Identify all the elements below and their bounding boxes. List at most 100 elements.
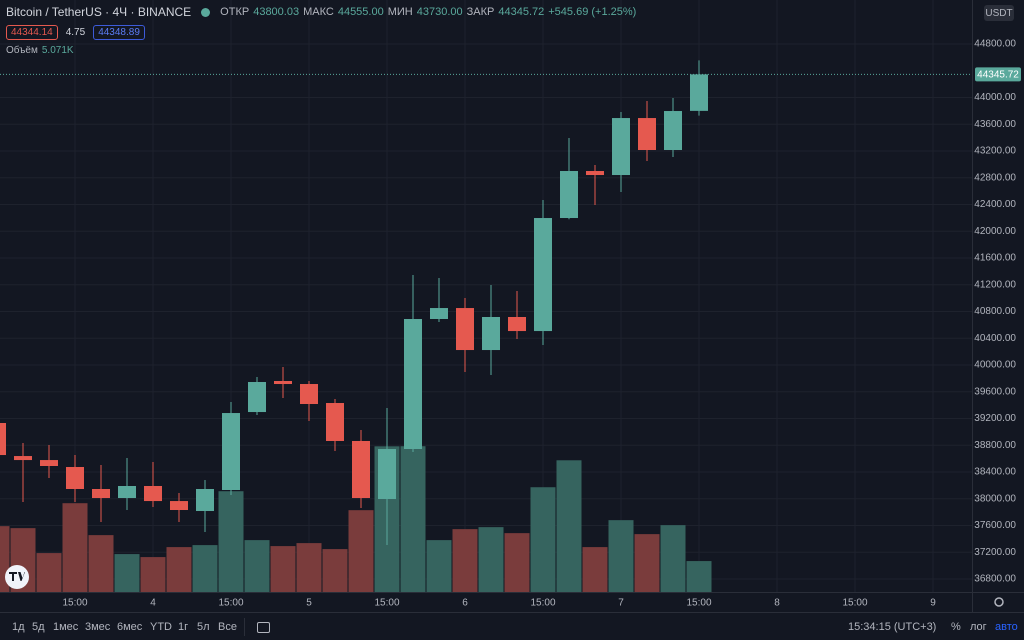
candle-body: [14, 456, 32, 461]
y-tick-label: 38000.00: [974, 493, 1016, 504]
volume-bar: [114, 554, 140, 592]
volume-bar: [556, 460, 582, 592]
y-tick-label: 40000.00: [974, 360, 1016, 371]
status-dot: [201, 7, 211, 17]
range-button[interactable]: 3мес: [85, 621, 111, 633]
overlay: 36800.00 37200.00 37600.00 38000.00 38400.00…: [0, 39, 1021, 609]
currency-box[interactable]: [984, 5, 1014, 21]
candle-body: [404, 319, 422, 450]
y-tick-label: 41200.00: [974, 279, 1016, 290]
auto-toggle[interactable]: авто: [995, 621, 1018, 633]
candle-body: [66, 467, 84, 490]
ask[interactable]: 44348.89: [93, 25, 145, 40]
x-tick-label: 15:00: [686, 598, 711, 609]
y-tick-label: 37200.00: [974, 547, 1016, 558]
x-tick-label: 15:00: [374, 598, 399, 609]
volume-bar: [166, 547, 192, 592]
last-price-label: 44345.72: [977, 70, 1019, 81]
ohlc-label: ЗАКР: [466, 6, 495, 18]
candle-body: [638, 118, 656, 151]
candle-body: [612, 118, 630, 176]
ohlc-label: МАКС: [303, 6, 334, 18]
range-button[interactable]: 1г: [178, 621, 189, 633]
ohlc-value: 44345.72: [498, 6, 545, 18]
candle-body: [92, 489, 110, 499]
y-tick-label: 40400.00: [974, 333, 1016, 344]
candle-body: [508, 316, 526, 332]
volume-bar: [452, 529, 478, 592]
x-tick-label: 15:00: [530, 598, 555, 609]
candle-body: [248, 382, 266, 413]
volume-bar: [192, 545, 218, 592]
range-button[interactable]: Все: [218, 621, 237, 633]
y-tick-label: 42400.00: [974, 199, 1016, 210]
volume-bar: [244, 540, 270, 592]
x-tick-label: 15:00: [62, 598, 87, 609]
volume-label: Объём: [6, 45, 38, 56]
candle-body: [0, 423, 6, 456]
candle-body: [456, 308, 474, 351]
y-tick-label: 44000.00: [974, 92, 1016, 103]
range-button[interactable]: 1д: [12, 621, 25, 633]
currency[interactable]: USDT: [985, 8, 1012, 19]
volume-bar: [530, 487, 556, 592]
bid[interactable]: 44344.14: [6, 25, 58, 40]
volume-bar: [140, 557, 166, 592]
candle-body: [430, 308, 448, 320]
y-tick-label: 42000.00: [974, 226, 1016, 237]
range-button[interactable]: 1мес: [53, 621, 79, 633]
volume-value: 5.071K: [41, 45, 74, 56]
range-button[interactable]: YTD: [150, 621, 172, 633]
x-tick-label: 15:00: [842, 598, 867, 609]
y-tick-label: 42800.00: [974, 172, 1016, 183]
x-tick-label: 4: [150, 598, 156, 609]
candle-body: [300, 384, 318, 405]
quote-row: 44344.14 4.75 44348.89: [6, 25, 145, 40]
change: +545.69 (+1.25%): [548, 6, 637, 18]
ohlc-label: МИН: [387, 6, 413, 18]
volume-bar: [88, 535, 114, 592]
candle-body: [482, 316, 500, 351]
x-tick-label: 6: [462, 598, 468, 609]
symbol-title: Bitcoin / TetherUS · 4Ч · BINANCE: [6, 5, 192, 19]
legend-row: Bitcoin / TetherUS · 4Ч · BINANCE ОТКР 43…: [6, 5, 636, 19]
candle-body: [378, 449, 396, 500]
x-tick-label: 8: [774, 598, 780, 609]
volume-bar: [218, 491, 244, 592]
y-tick-label: 39600.00: [974, 386, 1016, 397]
candles: [0, 60, 708, 545]
y-tick-label: 43600.00: [974, 119, 1016, 130]
date-range-icon[interactable]: [257, 622, 270, 633]
ohlc-label: ОТКР: [220, 6, 250, 18]
candle-body: [274, 381, 292, 385]
candle-body: [40, 460, 58, 467]
x-tick-label: 15:00: [218, 598, 243, 609]
ohlc-value: 43800.03: [253, 6, 300, 18]
candle-body: [560, 171, 578, 219]
volume-pane: [0, 446, 712, 592]
candle-body: [352, 440, 370, 499]
y-tick-label: 41600.00: [974, 253, 1016, 264]
range-button[interactable]: 6мес: [117, 621, 143, 633]
ohlc-value: 43730.00: [416, 6, 463, 18]
log-toggle[interactable]: лог: [970, 621, 987, 633]
range-button[interactable]: 5л: [197, 621, 210, 633]
ohlc-value: 44555.00: [337, 6, 384, 18]
spread: 4.75: [65, 27, 86, 38]
volume-bar: [296, 543, 322, 592]
volume-bar: [660, 525, 686, 592]
volume-bar: [36, 553, 62, 592]
range-button[interactable]: 5д: [32, 621, 45, 633]
settings-icon[interactable]: [994, 597, 1004, 607]
x-tick-label: 9: [930, 598, 936, 609]
percent-toggle[interactable]: %: [951, 621, 961, 633]
candle-body: [534, 218, 552, 332]
candle-body: [586, 171, 604, 176]
y-tick-label: 44800.00: [974, 39, 1016, 50]
clock[interactable]: 15:34:15 (UTC+3): [848, 621, 937, 633]
tv-logo: [5, 565, 29, 589]
volume-bar: [270, 546, 296, 592]
y-tick-label: 37600.00: [974, 520, 1016, 531]
